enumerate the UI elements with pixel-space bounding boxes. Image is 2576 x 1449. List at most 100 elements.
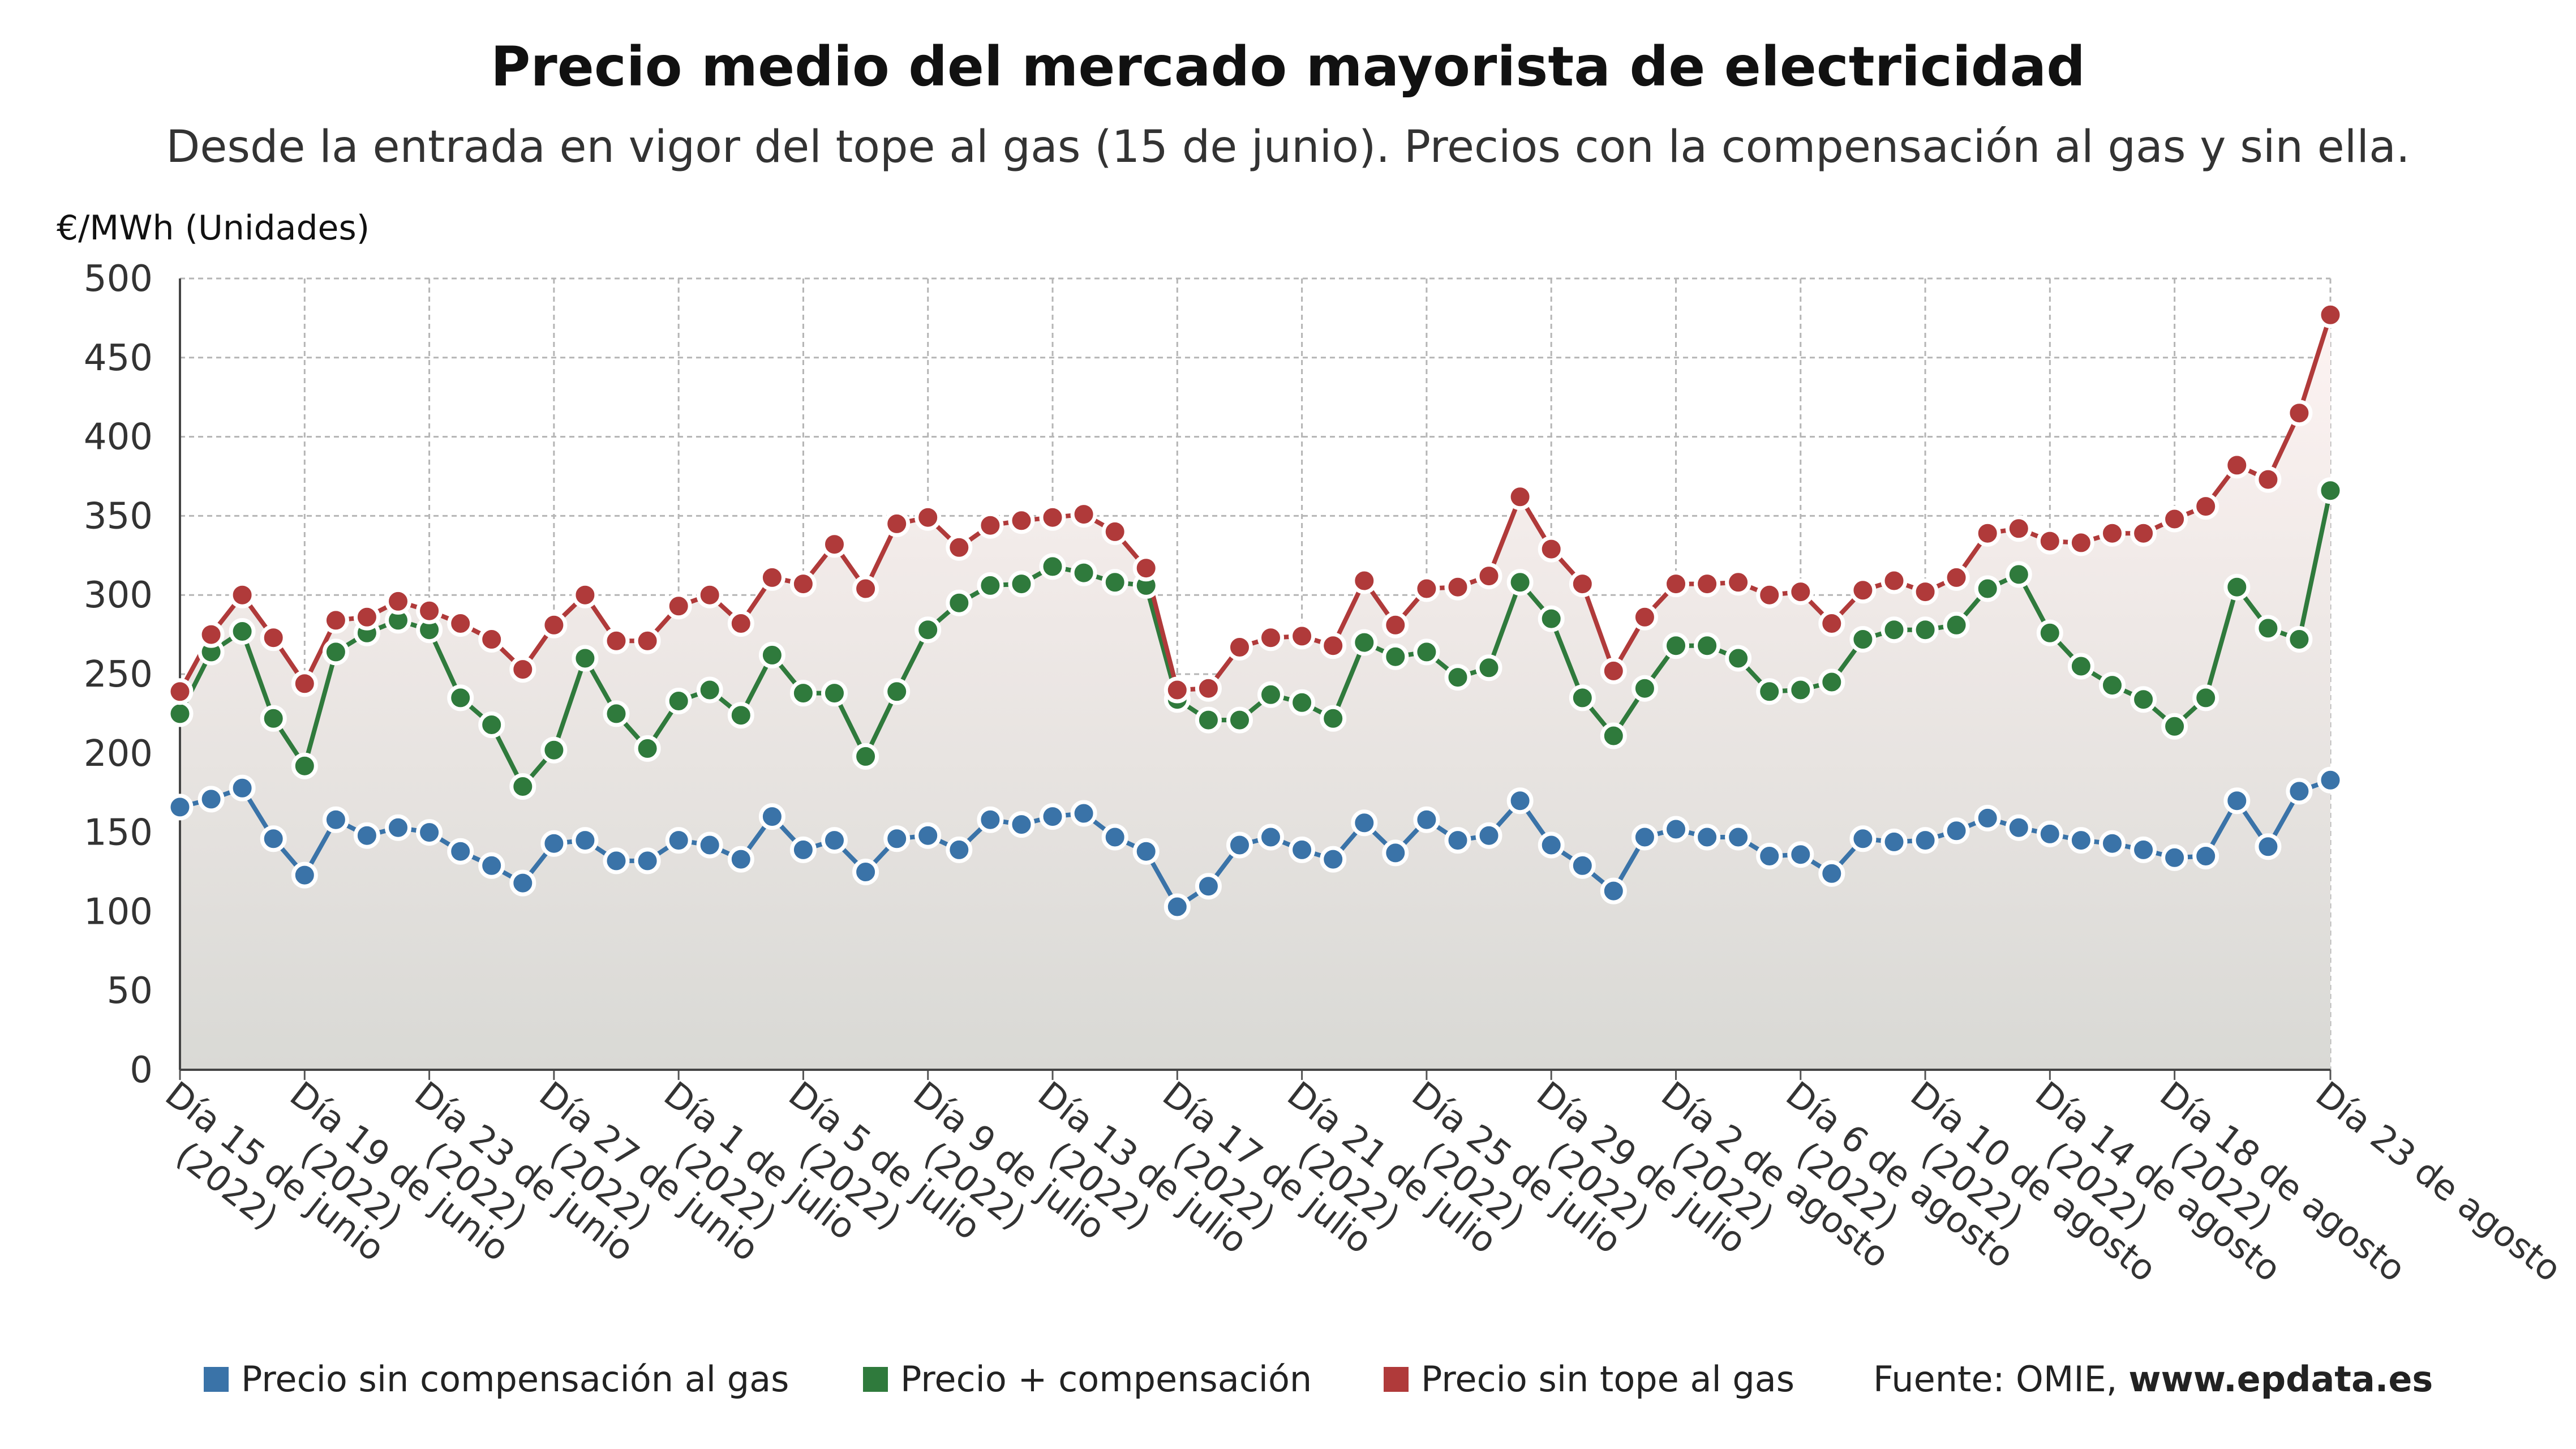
data-point	[727, 846, 754, 873]
data-point	[821, 680, 848, 707]
data-point	[2161, 713, 2188, 740]
data-point	[385, 588, 411, 615]
data-point	[291, 861, 318, 889]
data-point	[915, 616, 942, 644]
data-point	[1725, 645, 1752, 672]
data-point	[789, 680, 817, 707]
data-point	[229, 774, 256, 801]
y-tick-label: 100	[84, 891, 153, 933]
data-point	[1413, 806, 1440, 833]
data-point	[1289, 836, 1316, 863]
legend-swatch-blue	[204, 1366, 229, 1392]
data-point	[1351, 629, 1378, 656]
data-point	[696, 676, 723, 704]
data-point	[1600, 722, 1627, 749]
data-point	[1631, 675, 1658, 702]
line-chart: 0 50 100 150 200 250 300 350 400 450 500 Día 15 de…	[84, 258, 2569, 1290]
data-point	[447, 838, 474, 865]
data-point	[1849, 825, 1877, 852]
data-point	[1101, 824, 1128, 851]
data-point	[2161, 505, 2188, 533]
data-point	[852, 743, 879, 770]
data-point	[291, 670, 318, 697]
y-tick-label: 450	[84, 337, 153, 379]
data-point	[2067, 827, 2094, 854]
data-point	[1818, 860, 1845, 887]
legend-item-sin-tope: Precio sin tope al gas	[1384, 1358, 1794, 1400]
data-point	[1725, 824, 1752, 851]
data-point	[1725, 569, 1752, 596]
data-point	[1538, 831, 1565, 859]
data-point	[229, 581, 256, 608]
data-point	[1881, 567, 1908, 594]
data-point	[2317, 766, 2344, 794]
series-points	[166, 301, 2344, 920]
data-point	[1382, 611, 1409, 638]
data-point	[977, 512, 1004, 539]
data-point	[1475, 563, 1502, 590]
data-point	[1257, 624, 1284, 651]
data-point	[2192, 843, 2219, 869]
source-note: Fuente: OMIE, www.epdata.es	[1873, 1358, 2433, 1400]
data-point	[353, 603, 380, 631]
data-point	[821, 531, 848, 558]
data-point	[2067, 529, 2094, 556]
data-point	[509, 773, 536, 800]
data-point	[603, 700, 630, 727]
data-point	[758, 564, 785, 591]
data-point	[883, 678, 911, 705]
chart-title: Precio medio del mercado mayorista de el…	[491, 35, 2085, 98]
data-point	[2005, 515, 2032, 542]
data-point	[2161, 844, 2188, 871]
data-point	[1226, 831, 1253, 859]
data-point	[2255, 466, 2282, 493]
data-point	[1974, 520, 2001, 547]
data-point	[416, 597, 443, 624]
data-point	[1974, 575, 2001, 602]
data-point	[1257, 824, 1284, 851]
data-point	[1569, 571, 1596, 598]
data-point	[1475, 822, 1502, 849]
data-point	[2286, 400, 2313, 427]
data-point	[1413, 575, 1440, 602]
data-point	[1101, 569, 1128, 596]
data-point	[1943, 817, 1970, 844]
data-point	[852, 575, 879, 602]
data-point	[1974, 804, 2001, 831]
series-areas	[180, 315, 2330, 1070]
data-point	[1663, 816, 1689, 843]
data-point	[2286, 778, 2313, 805]
data-point	[1008, 811, 1035, 838]
y-tick-label: 250	[84, 654, 153, 696]
data-point	[634, 627, 661, 654]
data-point	[1320, 705, 1347, 732]
data-point	[1787, 841, 1814, 868]
y-tick-label: 50	[107, 970, 153, 1012]
data-point	[1881, 828, 1908, 855]
data-point	[1787, 676, 1814, 704]
x-tick-labels: Día 15 de junio(2022)Día 19 de junio(202…	[158, 1073, 2569, 1290]
y-tick-label: 400	[84, 417, 153, 458]
data-point	[634, 735, 661, 762]
data-point	[1631, 824, 1658, 851]
data-point	[166, 794, 194, 821]
data-point	[1195, 873, 1222, 900]
data-point	[1881, 616, 1908, 644]
y-axis-label: €/MWh (Unidades)	[57, 208, 370, 248]
data-point	[1912, 616, 1939, 644]
data-point	[727, 702, 754, 729]
data-point	[1943, 564, 1970, 591]
data-point	[2223, 452, 2251, 479]
data-point	[572, 581, 599, 608]
series-line-1	[179, 778, 2332, 909]
legend-item-compensacion: Precio + compensación	[863, 1358, 1312, 1400]
data-point	[2192, 493, 2219, 520]
data-point	[1195, 706, 1222, 734]
data-point	[1787, 578, 1814, 606]
data-point	[198, 786, 225, 813]
source-site[interactable]: www.epdata.es	[2128, 1358, 2433, 1400]
data-point	[2192, 684, 2219, 711]
data-point	[478, 711, 505, 738]
data-point	[1039, 803, 1066, 830]
data-point	[1694, 571, 1721, 598]
